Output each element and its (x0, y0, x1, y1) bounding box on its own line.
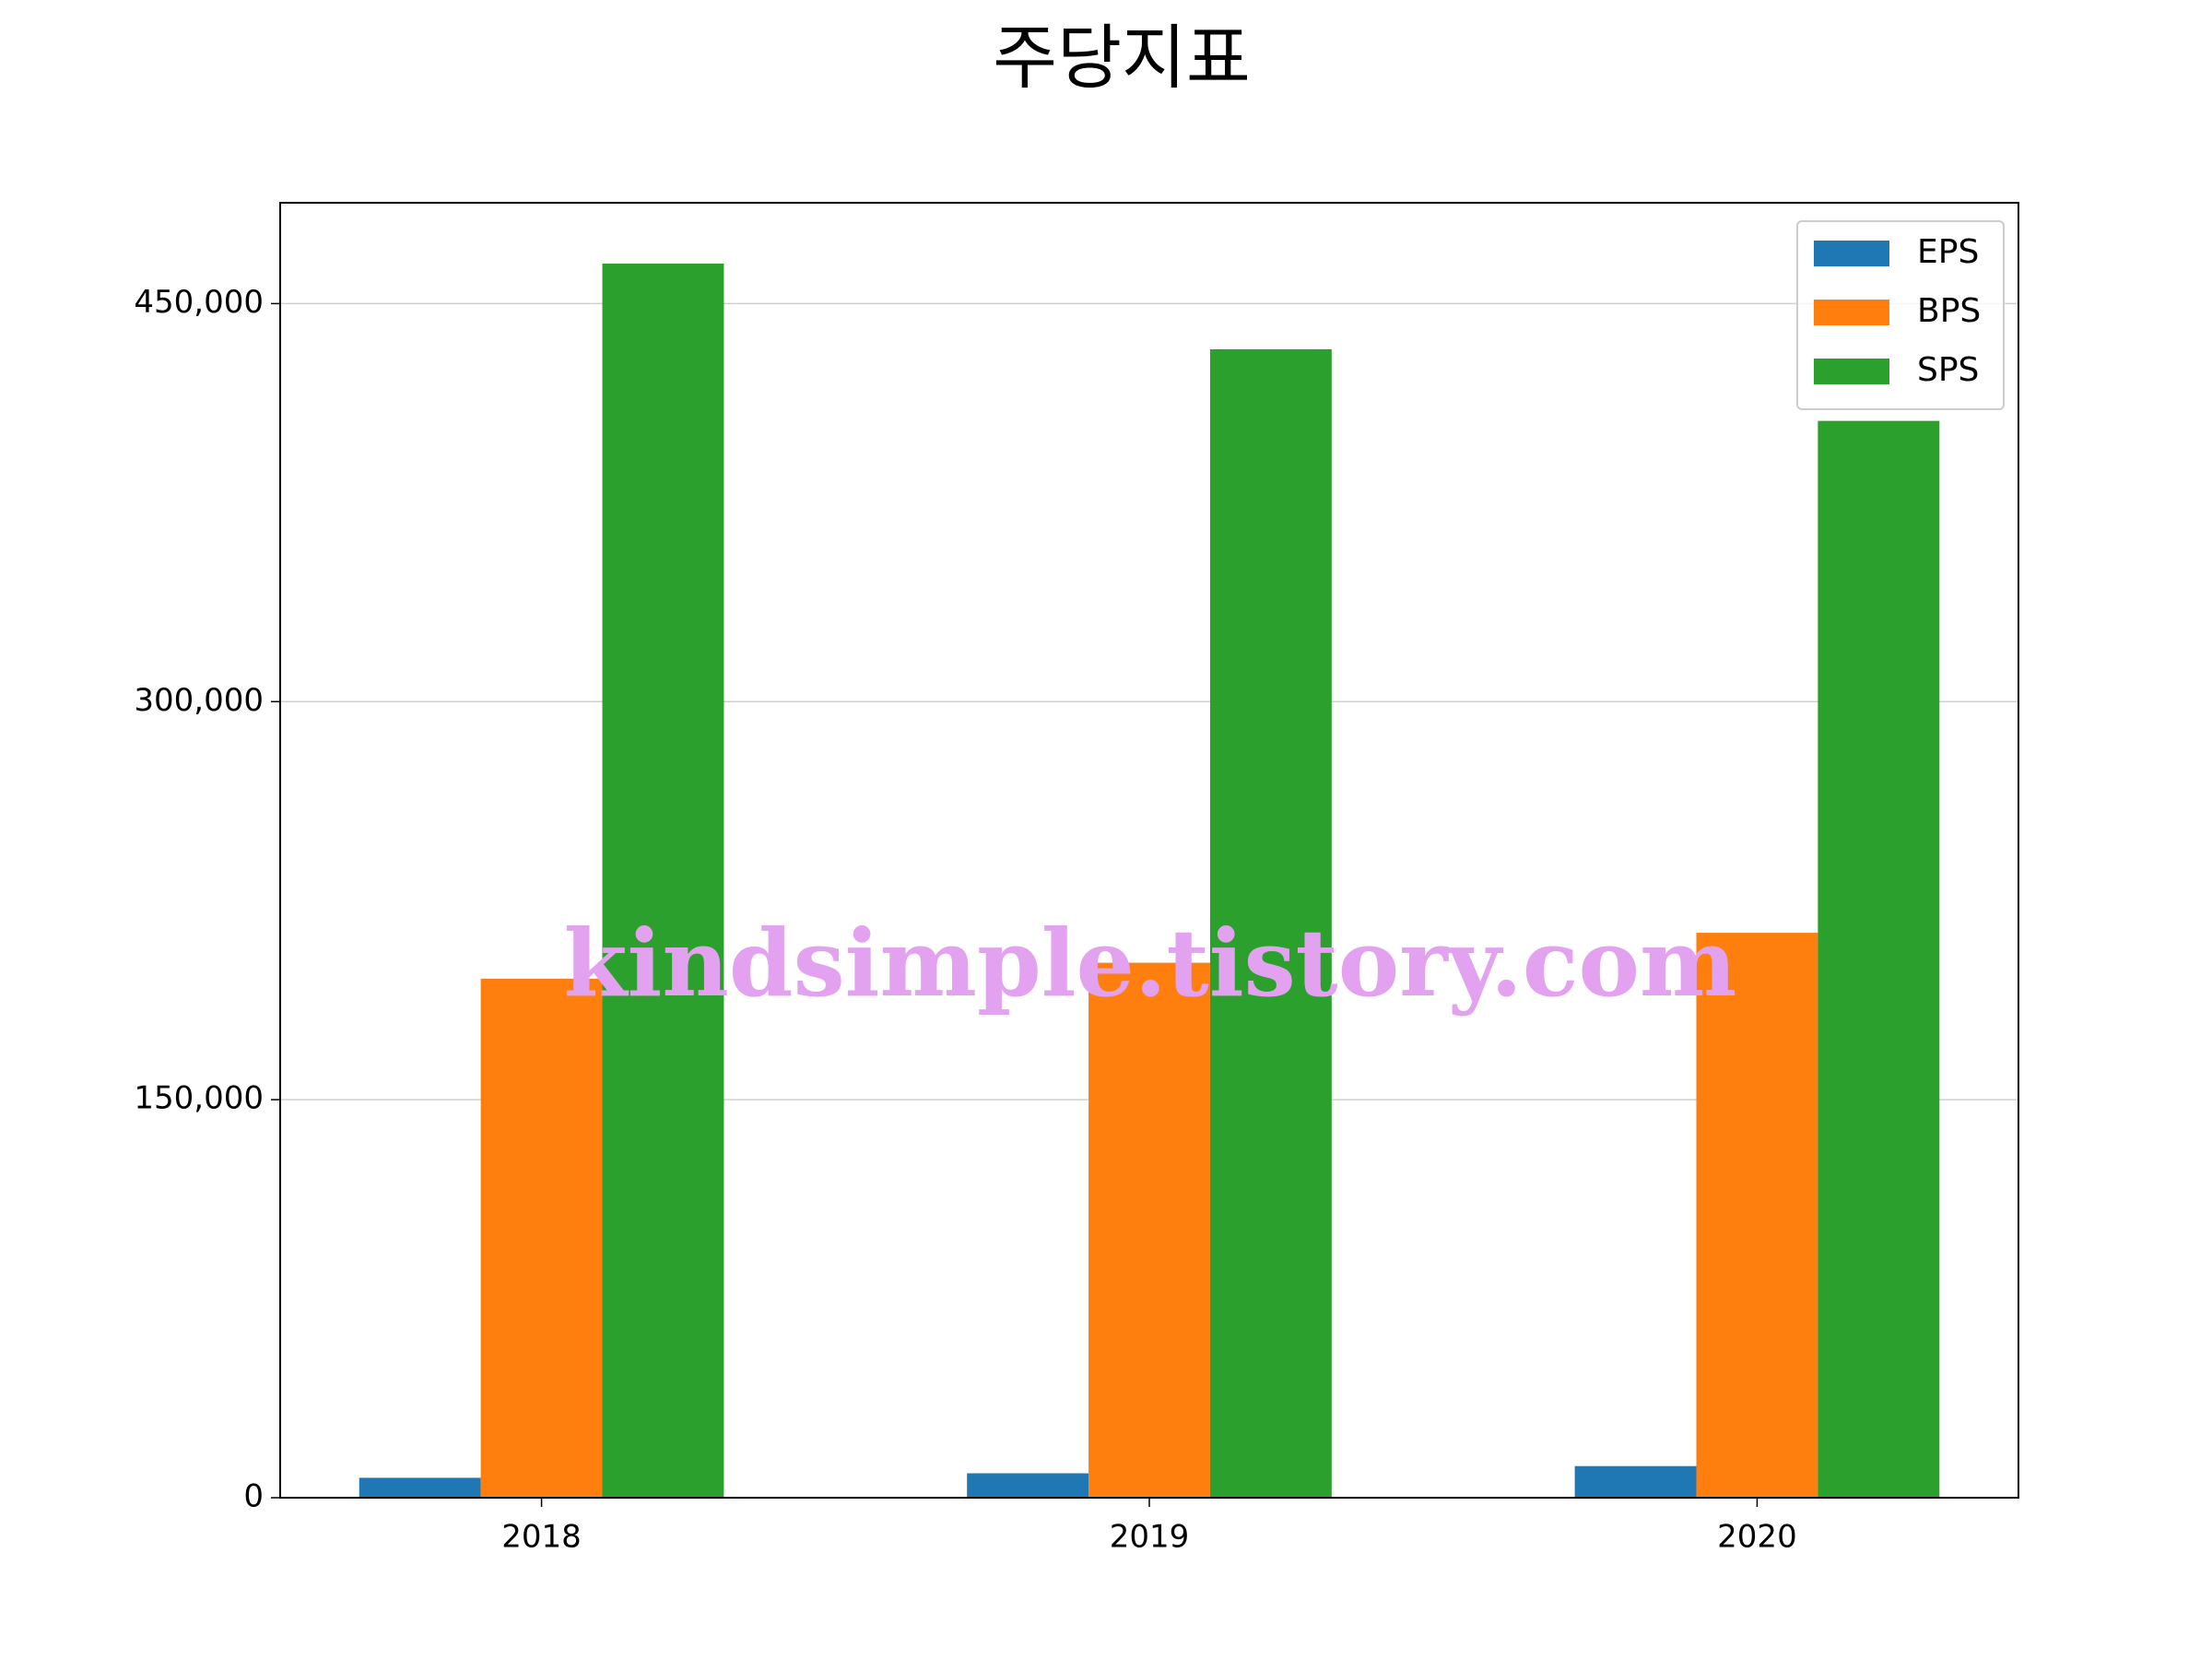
y-tick-label: 450,000 (134, 284, 264, 321)
legend-label: SPS (1917, 351, 1979, 389)
chart-title: 주당지표 (993, 17, 1251, 99)
bar (480, 978, 603, 1498)
watermark: kindsimple.tistory.com (564, 909, 1737, 1018)
legend-swatch (1814, 241, 1889, 266)
bar (1818, 420, 1940, 1499)
legend-swatch (1814, 300, 1889, 325)
legend-label: BPS (1917, 292, 1981, 330)
bar (967, 1473, 1089, 1498)
x-tick-label: 2018 (501, 1519, 582, 1556)
bar (1696, 933, 1818, 1498)
y-tick-label: 300,000 (134, 682, 264, 719)
bar (1088, 962, 1210, 1498)
y-tick-label: 0 (243, 1478, 264, 1515)
bar (1209, 348, 1332, 1498)
y-tick-label: 150,000 (134, 1080, 264, 1117)
legend-swatch (1814, 359, 1889, 384)
bar (1574, 1465, 1697, 1498)
legend-label: EPS (1917, 233, 1979, 271)
bar (359, 1477, 481, 1498)
x-tick-label: 2019 (1110, 1519, 1190, 1556)
x-tick-label: 2020 (1717, 1519, 1797, 1556)
plot-frame (279, 202, 2019, 1499)
bar (602, 263, 724, 1498)
